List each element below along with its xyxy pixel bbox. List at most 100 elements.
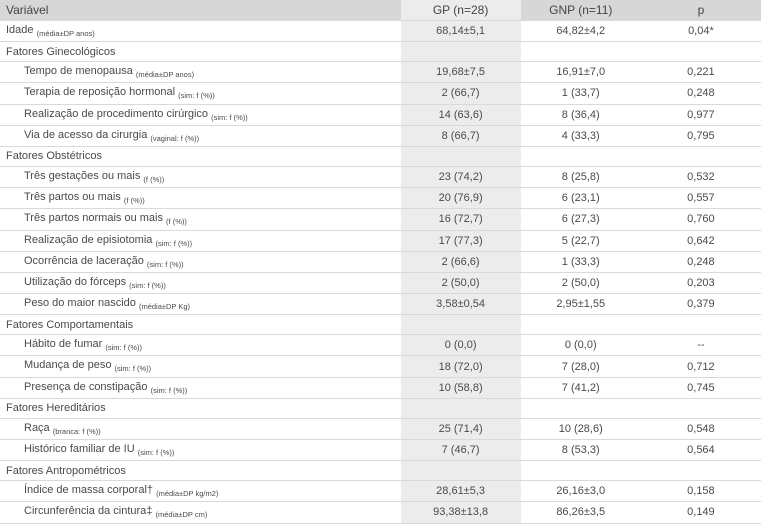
- row-label: Realização de episiotomia (sim: f (%)): [0, 230, 401, 251]
- cell-gnp: 1 (33,3): [521, 251, 641, 272]
- table-row: Terapia de reposição hormonal (sim: f (%…: [0, 83, 761, 104]
- header-p: p: [641, 0, 761, 21]
- cell-gp: 18 (72,0): [401, 356, 521, 377]
- empty-cell: [521, 461, 641, 481]
- table-row: Tempo de menopausa (média±DP anos)19,68±…: [0, 62, 761, 83]
- table-row: Peso do maior nascido (média±DP Kg)3,58±…: [0, 294, 761, 315]
- table-row: Hábito de fumar (sim: f (%))0 (0,0)0 (0,…: [0, 335, 761, 356]
- cell-gp: 8 (66,7): [401, 125, 521, 146]
- cell-gp: 20 (76,9): [401, 188, 521, 209]
- cell-gp: 2 (50,0): [401, 272, 521, 293]
- section-label: Fatores Comportamentais: [0, 315, 401, 335]
- row-label: Mudança de peso (sim: f (%)): [0, 356, 401, 377]
- empty-cell: [641, 146, 761, 166]
- cell-p: 0,557: [641, 188, 761, 209]
- table-row: Fatores Hereditários: [0, 398, 761, 418]
- section-label: Fatores Ginecológicos: [0, 42, 401, 62]
- table-row: Histórico familiar de IU (sim: f (%))7 (…: [0, 440, 761, 461]
- cell-p: 0,149: [641, 502, 761, 523]
- table-row: Três gestações ou mais (f (%))23 (74,2)8…: [0, 166, 761, 187]
- cell-gp: 68,14±5,1: [401, 21, 521, 42]
- empty-cell: [641, 398, 761, 418]
- row-label: Histórico familiar de IU (sim: f (%)): [0, 440, 401, 461]
- cell-gnp: 6 (23,1): [521, 188, 641, 209]
- table-row: Fatores Antropométricos: [0, 461, 761, 481]
- cell-p: --: [641, 335, 761, 356]
- cell-gnp: 5 (22,7): [521, 230, 641, 251]
- cell-p: 0,532: [641, 166, 761, 187]
- cell-gnp: 8 (36,4): [521, 104, 641, 125]
- cell-gnp: 2,95±1,55: [521, 294, 641, 315]
- cell-p: 0,04*: [641, 21, 761, 42]
- empty-cell: [521, 42, 641, 62]
- table-row: Fatores Comportamentais: [0, 315, 761, 335]
- empty-cell: [401, 398, 521, 418]
- data-table: Variável GP (n=28) GNP (n=11) p Idade (m…: [0, 0, 761, 524]
- cell-p: 0,379: [641, 294, 761, 315]
- table-row: Presença de constipação (sim: f (%))10 (…: [0, 377, 761, 398]
- table-row: Realização de episiotomia (sim: f (%))17…: [0, 230, 761, 251]
- row-label: Idade (média±DP anos): [0, 21, 401, 42]
- row-label: Três gestações ou mais (f (%)): [0, 166, 401, 187]
- cell-p: 0,221: [641, 62, 761, 83]
- cell-gp: 3,58±0,54: [401, 294, 521, 315]
- row-label: Ocorrência de laceração (sim: f (%)): [0, 251, 401, 272]
- cell-gp: 19,68±7,5: [401, 62, 521, 83]
- cell-gnp: 1 (33,7): [521, 83, 641, 104]
- cell-gp: 23 (74,2): [401, 166, 521, 187]
- empty-cell: [521, 146, 641, 166]
- cell-gp: 0 (0,0): [401, 335, 521, 356]
- cell-p: 0,795: [641, 125, 761, 146]
- cell-gnp: 8 (53,3): [521, 440, 641, 461]
- section-label: Fatores Antropométricos: [0, 461, 401, 481]
- table-row: Realização de procedimento cirúrgico (si…: [0, 104, 761, 125]
- cell-gnp: 7 (41,2): [521, 377, 641, 398]
- cell-gnp: 4 (33,3): [521, 125, 641, 146]
- cell-p: 0,158: [641, 481, 761, 502]
- cell-p: 0,712: [641, 356, 761, 377]
- row-label: Circunferência da cintura‡ (média±DP cm): [0, 502, 401, 523]
- table-row: Raça (branca: f (%))25 (71,4)10 (28,6)0,…: [0, 418, 761, 439]
- row-label: Presença de constipação (sim: f (%)): [0, 377, 401, 398]
- cell-gnp: 16,91±7,0: [521, 62, 641, 83]
- cell-gp: 14 (63,6): [401, 104, 521, 125]
- row-label: Hábito de fumar (sim: f (%)): [0, 335, 401, 356]
- row-label: Via de acesso da cirurgia (vaginal: f (%…: [0, 125, 401, 146]
- row-label: Realização de procedimento cirúrgico (si…: [0, 104, 401, 125]
- table-row: Índice de massa corporal† (média±DP kg/m…: [0, 481, 761, 502]
- table-row: Fatores Ginecológicos: [0, 42, 761, 62]
- empty-cell: [401, 146, 521, 166]
- empty-cell: [641, 42, 761, 62]
- header-row: Variável GP (n=28) GNP (n=11) p: [0, 0, 761, 21]
- cell-gp: 17 (77,3): [401, 230, 521, 251]
- header-gnp: GNP (n=11): [521, 0, 641, 21]
- empty-cell: [401, 42, 521, 62]
- cell-p: 0,977: [641, 104, 761, 125]
- row-label: Três partos normais ou mais (f (%)): [0, 209, 401, 230]
- cell-gp: 7 (46,7): [401, 440, 521, 461]
- cell-gp: 25 (71,4): [401, 418, 521, 439]
- empty-cell: [401, 315, 521, 335]
- row-label: Tempo de menopausa (média±DP anos): [0, 62, 401, 83]
- table-row: Três partos normais ou mais (f (%))16 (7…: [0, 209, 761, 230]
- cell-gnp: 6 (27,3): [521, 209, 641, 230]
- table-row: Circunferência da cintura‡ (média±DP cm)…: [0, 502, 761, 523]
- cell-gp: 16 (72,7): [401, 209, 521, 230]
- cell-gp: 10 (58,8): [401, 377, 521, 398]
- table-row: Ocorrência de laceração (sim: f (%))2 (6…: [0, 251, 761, 272]
- empty-cell: [521, 315, 641, 335]
- header-variavel: Variável: [0, 0, 401, 21]
- row-label: Utilização do fórceps (sim: f (%)): [0, 272, 401, 293]
- cell-gnp: 64,82±4,2: [521, 21, 641, 42]
- cell-gp: 2 (66,7): [401, 83, 521, 104]
- table-body: Idade (média±DP anos)68,14±5,164,82±4,20…: [0, 21, 761, 524]
- table-row: Fatores Obstétricos: [0, 146, 761, 166]
- table-row: Idade (média±DP anos)68,14±5,164,82±4,20…: [0, 21, 761, 42]
- empty-cell: [521, 398, 641, 418]
- cell-gp: 28,61±5,3: [401, 481, 521, 502]
- cell-p: 0,203: [641, 272, 761, 293]
- cell-gnp: 0 (0,0): [521, 335, 641, 356]
- row-label: Raça (branca: f (%)): [0, 418, 401, 439]
- cell-gnp: 10 (28,6): [521, 418, 641, 439]
- cell-p: 0,548: [641, 418, 761, 439]
